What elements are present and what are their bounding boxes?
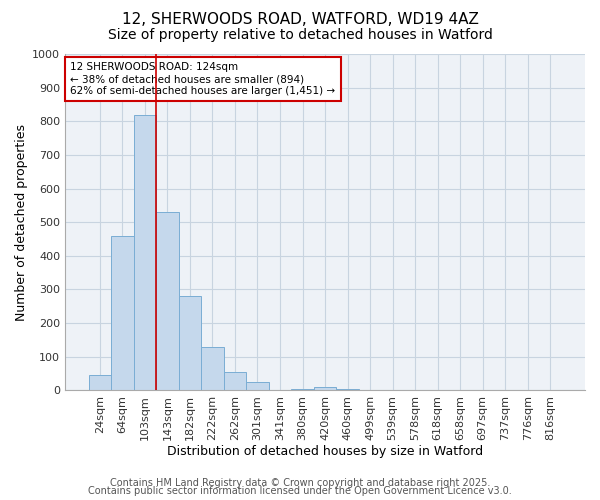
Bar	[89, 375, 111, 390]
Bar	[291, 388, 314, 390]
Bar	[111, 236, 134, 390]
Y-axis label: Number of detached properties: Number of detached properties	[15, 124, 28, 320]
Bar	[156, 212, 179, 390]
Bar	[201, 346, 224, 391]
Bar	[246, 382, 269, 390]
Text: Contains HM Land Registry data © Crown copyright and database right 2025.: Contains HM Land Registry data © Crown c…	[110, 478, 490, 488]
Bar	[134, 114, 156, 390]
Bar	[336, 388, 359, 390]
X-axis label: Distribution of detached houses by size in Watford: Distribution of detached houses by size …	[167, 444, 483, 458]
Text: 12 SHERWOODS ROAD: 124sqm
← 38% of detached houses are smaller (894)
62% of semi: 12 SHERWOODS ROAD: 124sqm ← 38% of detac…	[70, 62, 335, 96]
Bar	[224, 372, 246, 390]
Bar	[314, 387, 336, 390]
Text: Contains public sector information licensed under the Open Government Licence v3: Contains public sector information licen…	[88, 486, 512, 496]
Text: 12, SHERWOODS ROAD, WATFORD, WD19 4AZ: 12, SHERWOODS ROAD, WATFORD, WD19 4AZ	[122, 12, 478, 28]
Bar	[179, 296, 201, 390]
Text: Size of property relative to detached houses in Watford: Size of property relative to detached ho…	[107, 28, 493, 42]
